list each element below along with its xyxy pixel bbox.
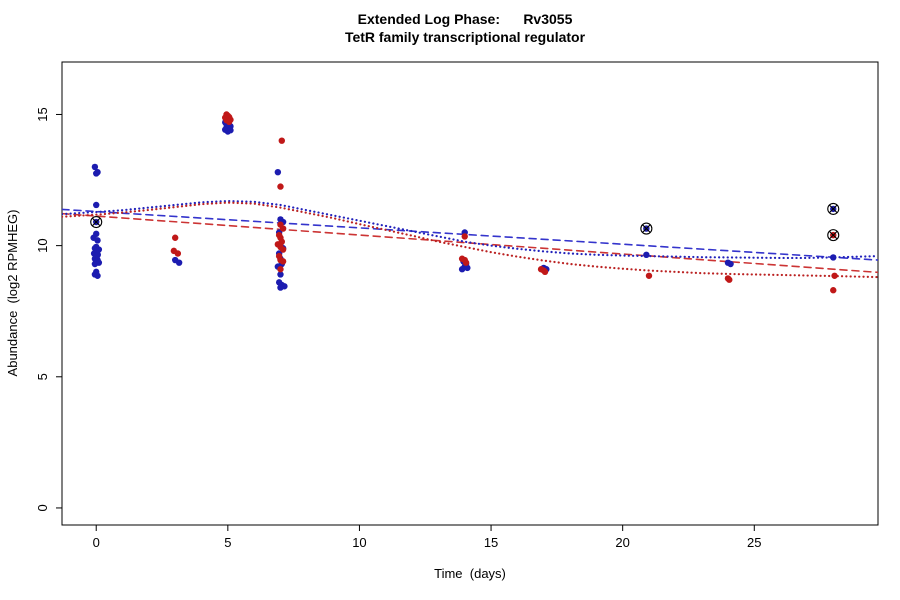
condition-blue-point [830, 254, 837, 261]
x-axis-label: Time (days) [434, 566, 506, 581]
condition-blue-point [464, 264, 471, 272]
plot-area-border [61, 61, 879, 526]
condition-blue-point [274, 168, 282, 176]
condition-blue-point [91, 163, 99, 171]
blue-smooth-fit-line [62, 199, 878, 260]
condition-red-point [645, 272, 653, 279]
condition-blue-point [93, 201, 100, 209]
circle-x-outlier-marker [827, 229, 840, 242]
data-series-layer [62, 111, 878, 294]
x-tick-label: 15 [484, 535, 498, 550]
condition-blue-point [277, 271, 284, 278]
outlier-x-stroke [828, 204, 838, 214]
circle-x-outlier-marker [827, 202, 840, 215]
condition-red-point [830, 287, 837, 294]
x-tick-label: 5 [224, 535, 231, 550]
x-tick-label: 25 [747, 535, 761, 550]
x-tick-label: 10 [352, 535, 366, 550]
condition-blue-point [277, 284, 284, 291]
condition-red-point [174, 250, 182, 257]
condition-red-point [225, 118, 233, 126]
outlier-circle [90, 215, 103, 229]
condition-red-point [279, 258, 287, 265]
condition-blue-point [175, 259, 183, 266]
condition-blue-point [458, 266, 466, 273]
outlier-x-stroke [828, 230, 838, 240]
condition-red-point [278, 137, 285, 144]
condition-red-point [726, 276, 733, 283]
condition-blue-point [93, 170, 100, 177]
condition-red-point [277, 183, 284, 190]
x-tick-label: 20 [615, 535, 629, 550]
outlier-circle [640, 222, 653, 235]
outlier-circle [827, 202, 840, 215]
y-tick-label: 10 [35, 238, 50, 252]
circle-x-outlier-marker [640, 222, 653, 235]
blue-linear-fit-line [62, 208, 878, 261]
condition-red-point [831, 272, 838, 279]
condition-blue-point [91, 260, 99, 268]
y-axis-label: Abundance (log2 RPMHEG) [5, 210, 20, 377]
chart-subtitle: TetR family transcriptional regulator [345, 29, 586, 45]
y-tick-label: 5 [35, 373, 50, 380]
red-smooth-fit-line [62, 201, 878, 279]
x-tick-label: 0 [93, 535, 100, 550]
outlier-x-stroke [91, 217, 101, 227]
condition-red-point [462, 259, 470, 266]
condition-red-point [279, 246, 287, 253]
chart-title: Extended Log Phase: Rv3055 [358, 11, 573, 27]
condition-red-point [277, 266, 284, 273]
condition-blue-point [94, 272, 101, 279]
outlier-x-stroke [642, 224, 651, 233]
y-tick-label: 0 [35, 504, 50, 511]
condition-red-point [541, 268, 549, 276]
outlier-circle [827, 229, 840, 242]
y-tick-label: 15 [35, 107, 50, 121]
circle-x-outlier-marker [90, 215, 103, 229]
axes: 0 5 10 15 20 25 0 5 10 15 [35, 107, 762, 550]
condition-red-point [171, 234, 179, 241]
condition-blue-point [727, 260, 734, 268]
condition-blue-point [227, 127, 234, 134]
condition-blue-point [94, 237, 101, 244]
condition-red-point [461, 233, 468, 240]
condition-red-point [279, 225, 287, 232]
condition-blue-point [643, 251, 650, 259]
